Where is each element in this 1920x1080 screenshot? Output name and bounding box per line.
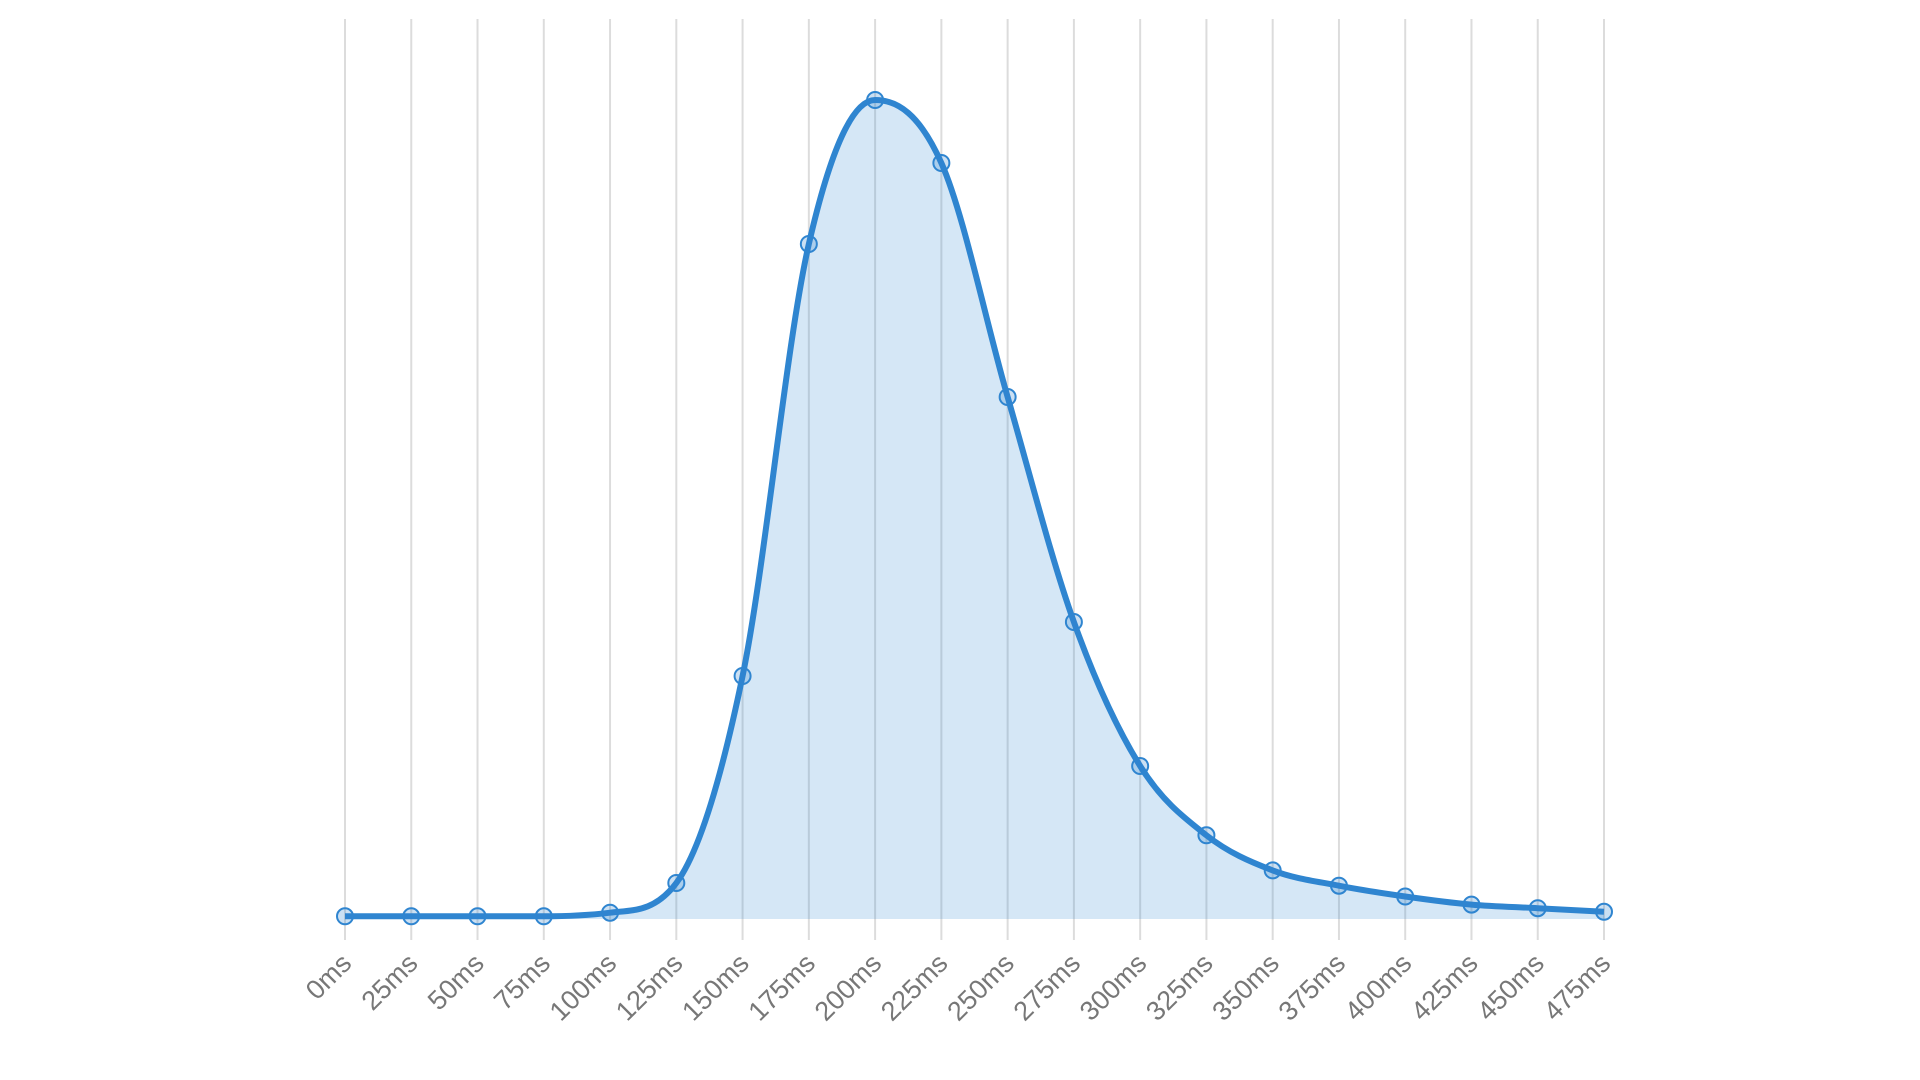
x-tick-label: 375ms	[1273, 948, 1352, 1027]
point	[1528, 899, 1547, 918]
point	[733, 667, 752, 685]
x-tick-label: 400ms	[1339, 948, 1418, 1027]
point	[1197, 826, 1216, 845]
x-tick-label: 100ms	[544, 948, 623, 1027]
x-tick-label: 50ms	[422, 948, 490, 1016]
point	[1064, 613, 1083, 631]
point	[1595, 902, 1613, 921]
point	[1329, 876, 1348, 895]
x-tick-label: 275ms	[1008, 948, 1087, 1027]
line	[345, 97, 1605, 920]
x-tick-label: 325ms	[1140, 948, 1219, 1027]
x-tick-label: 425ms	[1405, 948, 1484, 1027]
point	[402, 907, 421, 926]
area-fill	[345, 100, 1604, 919]
x-tick-label: 300ms	[1074, 948, 1153, 1027]
x-tick-label: 0ms	[300, 948, 357, 1005]
point	[866, 91, 885, 109]
x-tick-label: 25ms	[356, 948, 424, 1016]
x-tick-label: 125ms	[610, 948, 689, 1027]
x-tick-label: 150ms	[676, 948, 755, 1027]
point	[1396, 887, 1415, 906]
x-tick-label: 200ms	[809, 948, 888, 1027]
point	[534, 907, 553, 926]
x-tick-label: 250ms	[941, 948, 1020, 1027]
x-tick-label: 450ms	[1471, 948, 1550, 1027]
point	[601, 903, 620, 922]
x-tick-label: 175ms	[743, 948, 822, 1027]
point	[932, 154, 951, 172]
point	[336, 907, 354, 926]
point	[998, 388, 1017, 406]
x-tick-label: 225ms	[875, 948, 954, 1027]
x-tick-label: 350ms	[1206, 948, 1285, 1027]
point	[1263, 861, 1282, 880]
point	[799, 235, 818, 253]
x-tick-label: 475ms	[1538, 948, 1617, 1027]
point	[1462, 895, 1481, 914]
point	[1131, 757, 1150, 775]
point	[468, 907, 487, 926]
point	[667, 874, 686, 892]
